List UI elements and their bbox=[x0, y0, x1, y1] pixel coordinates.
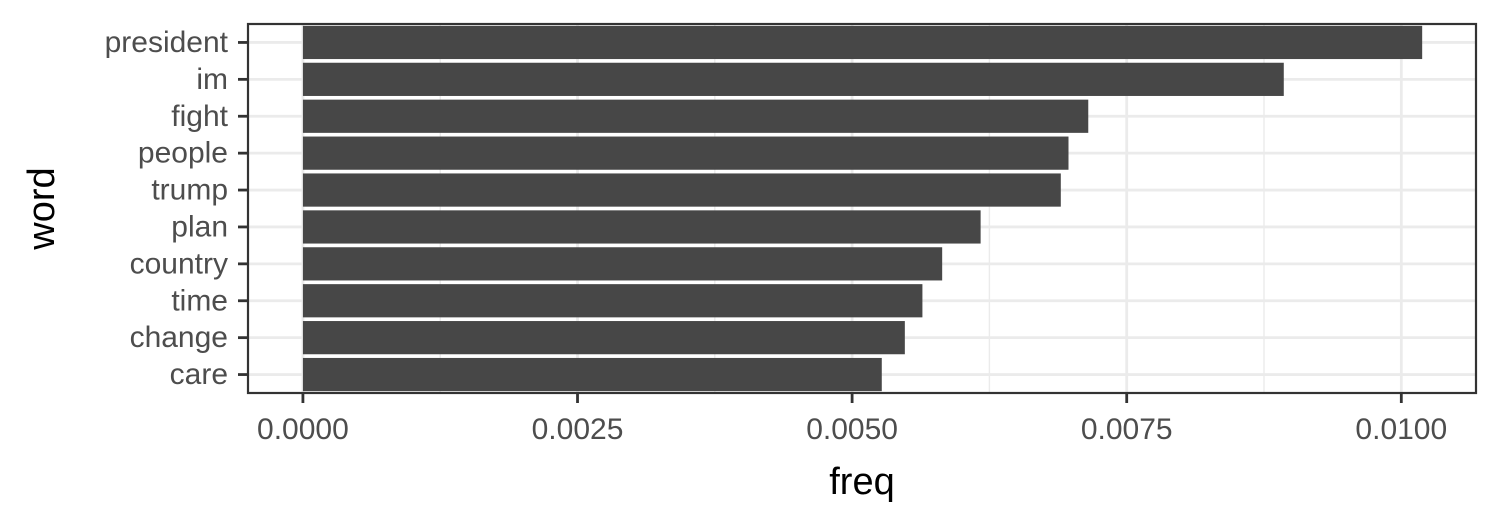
panel-border bbox=[246, 22, 1478, 395]
bar-care bbox=[302, 357, 882, 392]
y-tick-label: president bbox=[105, 26, 229, 59]
y-tick-label: im bbox=[196, 63, 228, 96]
bar-fight bbox=[302, 99, 1089, 133]
bars bbox=[302, 25, 1423, 392]
y-tick-label: care bbox=[170, 358, 228, 391]
bar-trump bbox=[302, 173, 1061, 207]
bar-im bbox=[302, 62, 1284, 96]
y-tick-label: plan bbox=[171, 210, 228, 243]
bar-time bbox=[302, 284, 923, 318]
y-tick-label: time bbox=[171, 284, 228, 317]
bar-change bbox=[302, 321, 905, 355]
y-tick-label: trump bbox=[151, 174, 228, 207]
x-tick-label: 0.0025 bbox=[532, 413, 624, 446]
x-tick-label: 0.0050 bbox=[806, 413, 898, 446]
y-tick-label: country bbox=[130, 247, 228, 280]
y-tick-label: change bbox=[130, 321, 228, 354]
x-tick-label: 0.0000 bbox=[257, 413, 349, 446]
bar-president bbox=[302, 25, 1423, 60]
y-tick-label: fight bbox=[171, 100, 228, 133]
y-axis-title: word bbox=[21, 167, 63, 250]
x-tick-label: 0.0100 bbox=[1355, 413, 1447, 446]
bar-country bbox=[302, 247, 943, 281]
x-axis: 0.0000 0.0025 0.0050 0.0075 0.0100 bbox=[257, 393, 1447, 446]
y-tick-label: people bbox=[138, 137, 228, 170]
bar-people bbox=[302, 136, 1069, 170]
bar-plan bbox=[302, 210, 981, 244]
x-axis-title: freq bbox=[829, 461, 894, 503]
x-tick-label: 0.0075 bbox=[1081, 413, 1173, 446]
